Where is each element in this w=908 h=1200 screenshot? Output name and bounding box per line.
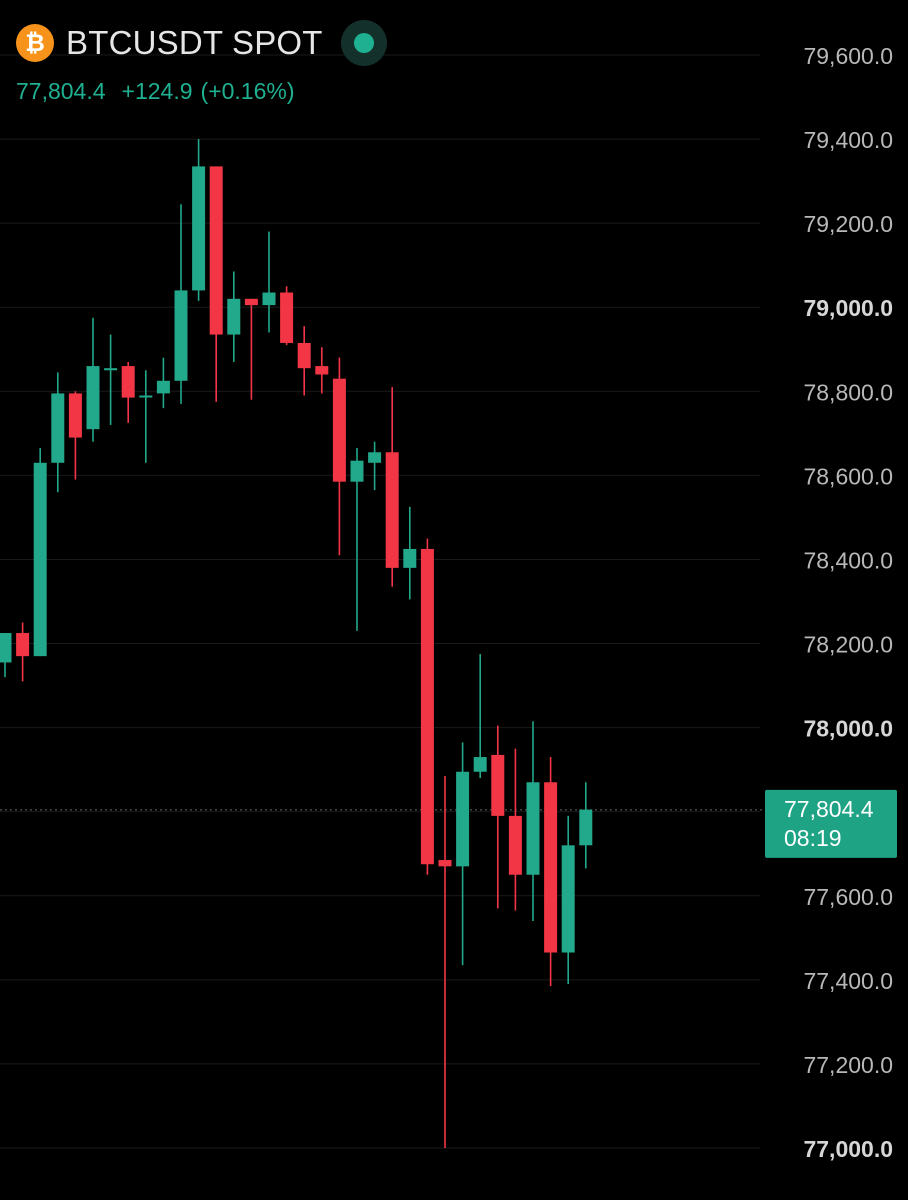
candle-body <box>139 395 153 398</box>
y-tick-label: 79,600.0 <box>803 43 893 69</box>
candle-body <box>297 342 311 369</box>
candle <box>438 775 452 1148</box>
candle <box>579 782 593 869</box>
candle <box>456 742 470 966</box>
current-price-value: 77,804.4 <box>784 796 874 822</box>
price-change-percent: (+0.16%) <box>200 78 295 104</box>
candle <box>332 357 346 556</box>
candle <box>192 139 206 301</box>
candle <box>104 334 118 425</box>
candle <box>51 372 65 493</box>
candle-body <box>0 633 12 663</box>
candle <box>33 448 47 657</box>
candle <box>544 757 558 987</box>
candle <box>68 391 82 480</box>
candle <box>315 347 329 394</box>
candle-body <box>51 393 65 463</box>
y-tick-label: 78,400.0 <box>803 547 893 573</box>
candle <box>244 298 258 400</box>
price-change: +124.9 <box>121 78 193 104</box>
y-tick-label: 77,000.0 <box>803 1136 893 1162</box>
candle-body <box>491 754 505 816</box>
candle-body <box>121 366 135 398</box>
market-status-button[interactable] <box>340 20 387 66</box>
candle <box>262 231 276 333</box>
candle-body <box>332 378 346 482</box>
candle-countdown: 08:19 <box>784 825 842 851</box>
y-tick-label: 78,600.0 <box>803 463 893 489</box>
y-tick-label: 79,200.0 <box>803 211 893 237</box>
candle-body <box>544 782 558 953</box>
candle-body <box>262 292 276 306</box>
grid-lines <box>0 54 760 1149</box>
candle <box>561 815 575 985</box>
candle <box>368 441 382 491</box>
candle-body <box>456 771 470 867</box>
y-tick-label: 77,400.0 <box>803 968 893 994</box>
y-tick-label: 78,000.0 <box>803 716 893 742</box>
candle-body <box>156 380 170 394</box>
candle-body <box>33 462 47 657</box>
candle-body <box>561 845 575 953</box>
candle <box>0 633 12 678</box>
candle-body <box>174 290 188 381</box>
candle <box>174 204 188 404</box>
candle <box>350 448 364 631</box>
candle <box>280 286 294 346</box>
candle-body <box>192 166 206 291</box>
candle-body <box>526 782 540 875</box>
market-open-dot-icon <box>353 33 374 53</box>
candle-body <box>403 548 417 568</box>
candle <box>473 654 487 779</box>
candle-body <box>350 460 364 482</box>
candle-body <box>280 292 294 343</box>
candle <box>508 748 522 911</box>
candle <box>385 387 399 587</box>
candle-body <box>420 548 434 865</box>
price-summary: 77,804.4 +124.9 (+0.16%) <box>16 78 387 105</box>
current-price-label-bg <box>765 789 897 858</box>
candle <box>86 317 100 442</box>
candle-body <box>227 298 241 335</box>
candle <box>16 622 30 682</box>
candle-body <box>579 809 593 846</box>
candle <box>156 357 170 409</box>
candle-body <box>438 860 452 867</box>
candle-body <box>86 366 100 430</box>
candle-body <box>473 757 487 772</box>
candle <box>403 506 417 600</box>
candle-body <box>16 633 30 657</box>
candle <box>297 326 311 396</box>
y-tick-label: 79,400.0 <box>803 127 893 153</box>
candle-body <box>244 298 258 306</box>
candle-body <box>315 366 329 375</box>
candle <box>139 370 153 463</box>
y-tick-label: 78,800.0 <box>803 379 893 405</box>
y-tick-label: 77,200.0 <box>803 1052 893 1078</box>
price-axis[interactable]: 79,600.0 79,400.0 79,200.0 79,000.0 78,800.0… <box>803 43 893 1162</box>
y-tick-label: 79,000.0 <box>803 295 893 321</box>
candle <box>121 361 135 423</box>
candle <box>227 271 241 362</box>
candle-body <box>368 452 382 463</box>
candle-body <box>209 166 223 335</box>
candles <box>0 139 593 1148</box>
candle <box>491 725 505 909</box>
symbol-header: ₿ BTCUSDT SPOT 77,804.4 +124.9 (+0.16%) <box>16 20 387 105</box>
candle <box>420 538 434 875</box>
candle-body <box>68 393 82 438</box>
bitcoin-icon: ₿ <box>16 24 54 62</box>
y-tick-label: 77,600.0 <box>803 884 893 910</box>
y-tick-label: 78,200.0 <box>803 632 893 658</box>
symbol-title-row: ₿ BTCUSDT SPOT <box>16 20 387 66</box>
candle-body <box>104 368 118 371</box>
candle <box>209 166 223 402</box>
last-price: 77,804.4 <box>16 78 106 104</box>
candle <box>526 721 540 921</box>
candle-body <box>508 815 522 875</box>
candle-body <box>385 452 399 568</box>
current-price-label: 77,804.4 08:19 <box>765 789 897 858</box>
symbol-name[interactable]: BTCUSDT SPOT <box>66 24 323 61</box>
